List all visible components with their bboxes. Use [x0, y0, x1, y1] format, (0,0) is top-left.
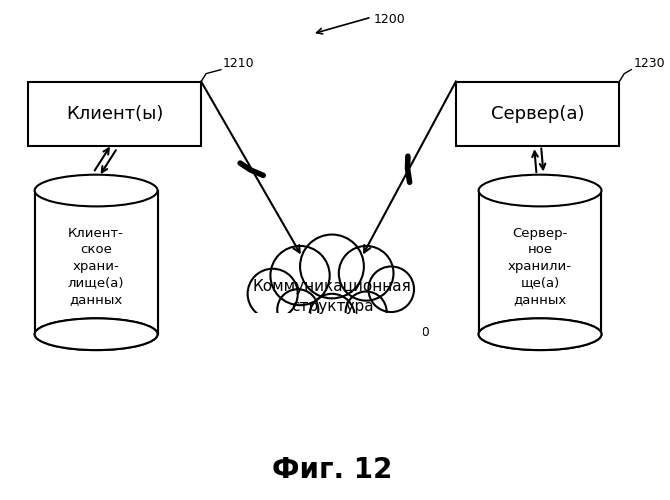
Text: 1200: 1200 — [374, 12, 405, 26]
Bar — [456, 82, 619, 146]
Text: Клиент-
ское
храни-
лище(а)
данных: Клиент- ское храни- лище(а) данных — [68, 227, 125, 306]
Circle shape — [309, 294, 354, 340]
Circle shape — [277, 289, 318, 331]
Circle shape — [346, 292, 387, 333]
Text: 1260: 1260 — [54, 334, 86, 346]
Text: Сервер(а): Сервер(а) — [491, 104, 584, 122]
Text: 1230: 1230 — [633, 57, 665, 70]
Text: Сервер-
ное
хранили-
ще(а)
данных: Сервер- ное хранили- ще(а) данных — [508, 227, 572, 306]
Text: Клиент(ы): Клиент(ы) — [66, 104, 163, 122]
Circle shape — [369, 266, 414, 312]
Text: 1250: 1250 — [399, 326, 430, 338]
Ellipse shape — [478, 318, 602, 350]
Text: Коммуникационная
структура: Коммуникационная структура — [253, 279, 411, 314]
Bar — [35, 190, 157, 334]
Circle shape — [300, 234, 364, 298]
Ellipse shape — [478, 318, 602, 350]
Circle shape — [248, 268, 297, 319]
Bar — [241, 313, 423, 348]
Text: 1210: 1210 — [223, 57, 255, 70]
Ellipse shape — [478, 174, 602, 206]
Circle shape — [339, 246, 393, 300]
Circle shape — [271, 246, 330, 305]
Ellipse shape — [35, 318, 157, 350]
Ellipse shape — [35, 318, 157, 350]
Bar — [478, 190, 602, 334]
Text: Фиг. 12: Фиг. 12 — [272, 456, 392, 484]
Ellipse shape — [35, 174, 157, 206]
Text: 1240: 1240 — [562, 334, 594, 346]
Bar — [27, 82, 201, 146]
